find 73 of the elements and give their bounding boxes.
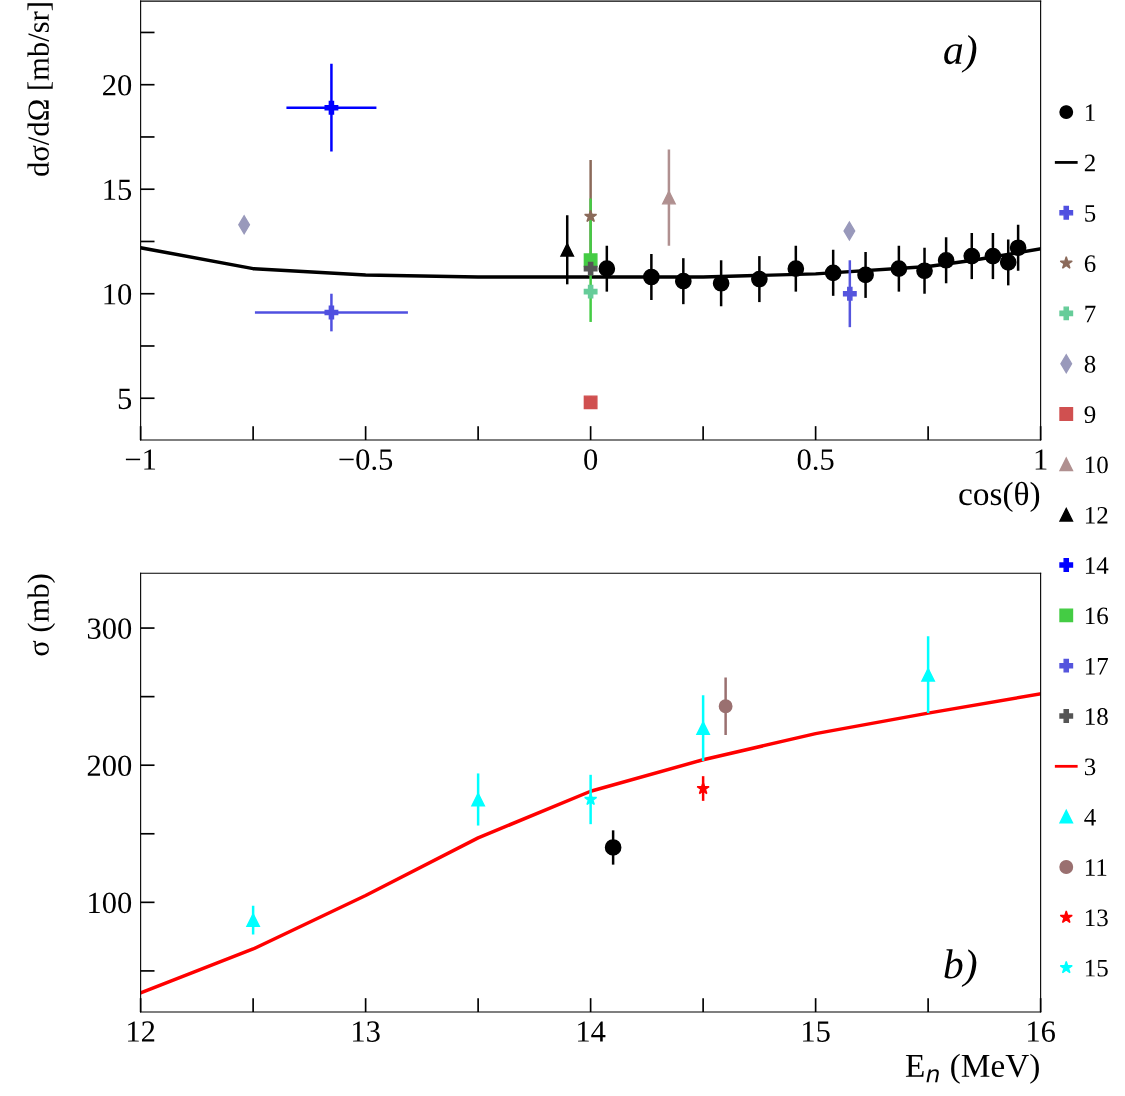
point [643,268,660,286]
x-tick-label: 12 [128,1021,155,1042]
point [999,254,1017,271]
point [324,100,339,115]
point [984,247,1002,265]
point [324,305,339,320]
legend-label: 6 [1084,255,1096,273]
point [696,721,711,736]
legend-label: 14 [1085,557,1109,574]
x-axis-title: E$_{n}$ (MeV) [905,1053,1039,1084]
point [718,699,733,714]
y-tick-label: 15 [104,179,132,201]
point [674,272,692,290]
y-axis-title: dσ/dΩ [mb/sr] [27,3,53,176]
point [787,260,805,277]
y-tick-label: 300 [87,618,132,639]
x-tick-label: 0 [584,449,598,470]
point [824,264,842,282]
legend-label: 12 [1085,506,1108,524]
legend-label: 10 [1085,456,1108,474]
legend-label: 5 [1085,205,1096,222]
point [583,261,598,276]
legend-label: 4 [1084,808,1096,826]
y-tick-label: 5 [118,388,132,410]
x-tick-label: 16 [1028,1021,1055,1042]
x-axis-title: cos(θ) [959,481,1040,513]
point [937,251,955,269]
point [1009,239,1027,257]
annotation: b) [944,949,977,988]
x-tick-label: −1 [125,449,156,470]
point [661,190,676,205]
x-tick-label: 1 [1035,449,1047,470]
y-tick-label: 100 [89,892,132,914]
x-tick-label: 0.5 [797,449,834,471]
legend-label: 17 [1085,657,1109,675]
legend-label: 15 [1085,959,1108,977]
legend-label: 9 [1084,406,1096,424]
point [916,262,933,280]
legend-label: 3 [1084,758,1096,776]
x-tick-label: 14 [578,1021,606,1042]
legend-label: 1 [1085,104,1095,121]
y-axis-title: σ (mb) [27,574,56,656]
legend-label: 11 [1085,859,1107,876]
point [921,667,936,682]
legend-label: 13 [1085,909,1108,927]
x-tick-label: −0.5 [339,449,393,471]
point [963,247,981,265]
point [560,242,575,257]
annotation: a) [944,34,977,73]
point [842,286,857,301]
point [857,266,874,284]
legend-label: 16 [1085,607,1108,625]
point [696,781,710,795]
point [583,209,598,223]
point [471,792,486,807]
x-tick-label: 15 [803,1021,830,1042]
point [583,792,598,806]
point [598,260,616,277]
point [604,839,622,856]
point [583,395,598,410]
y-tick-label: 200 [87,755,132,777]
point [246,913,261,928]
y-tick-label: 20 [103,74,132,96]
legend-label: 7 [1085,305,1096,323]
x-tick-label: 13 [353,1021,380,1042]
point [751,270,768,288]
point [890,260,908,277]
legend-label: 18 [1085,708,1108,725]
point [583,284,598,299]
line-series [140,692,1041,995]
legend-label: 8 [1084,355,1096,373]
y-tick-label: 10 [104,284,132,305]
legend-label: 2 [1084,154,1095,172]
